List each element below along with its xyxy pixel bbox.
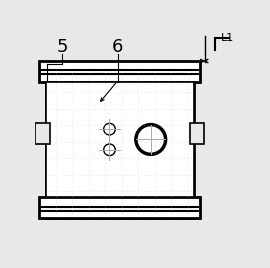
Bar: [46, 69, 194, 218]
Text: 5: 5: [56, 38, 68, 55]
Bar: [46, 82, 194, 197]
Bar: [39, 197, 200, 218]
Bar: [39, 61, 200, 82]
Bar: [35, 123, 50, 144]
Text: 6: 6: [112, 38, 123, 55]
Bar: [190, 123, 204, 144]
Text: L1: L1: [221, 33, 234, 43]
